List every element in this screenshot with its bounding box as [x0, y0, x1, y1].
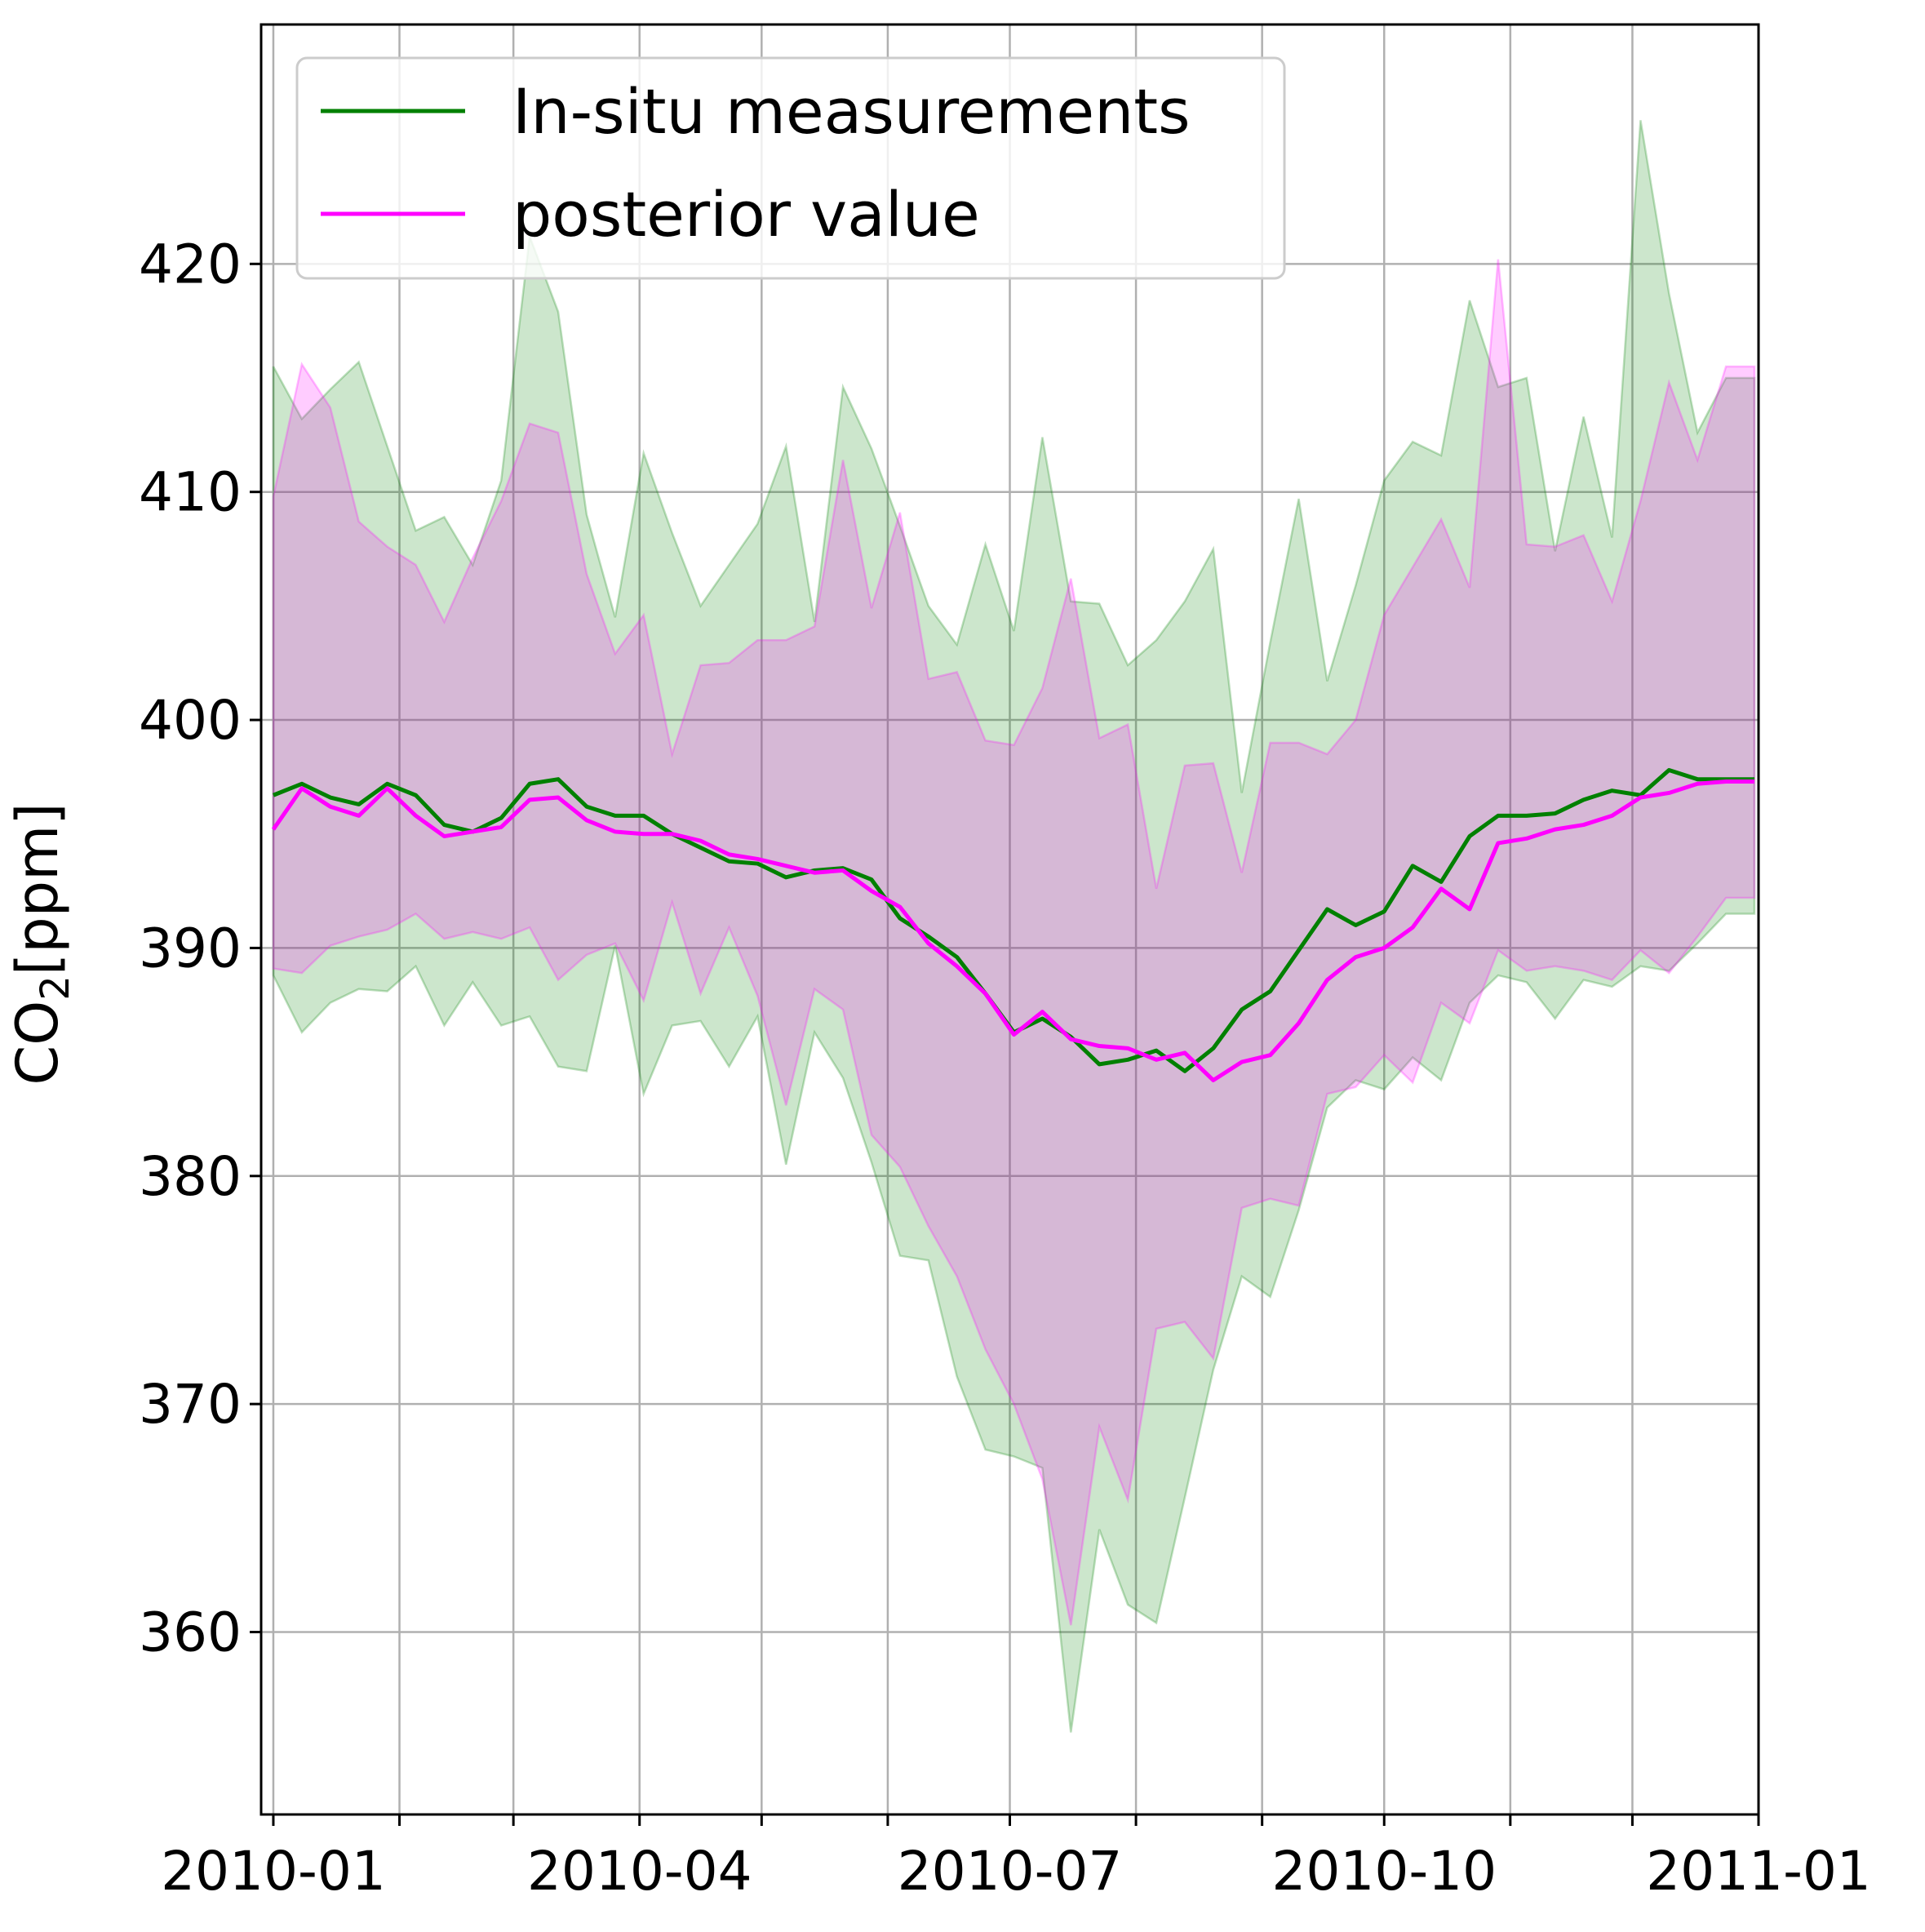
x-tick-label: 2010-01 [161, 1840, 386, 1903]
grid [261, 24, 1760, 1814]
x-tick-label: 2011-01 [1646, 1840, 1871, 1903]
y-tick-label: 410 [139, 461, 242, 524]
uncertainty-bands [272, 120, 1756, 1733]
axis-ticks: 360 370 380 390 400 410 420 2010-01 2010-04 2010-… [139, 233, 1871, 1903]
x-tick-label: 2010-07 [898, 1840, 1123, 1903]
legend: In-situ measurements posterior value [295, 56, 1286, 280]
y-axis-label-unit: [ppm] [4, 802, 71, 975]
x-tick-label: 2010-10 [1271, 1840, 1497, 1903]
series-lines [271, 768, 1755, 1082]
posterior-line [271, 779, 1755, 1082]
y-tick-label: 360 [139, 1601, 242, 1664]
legend-label-posterior: posterior value [512, 178, 980, 251]
in-situ-uncertainty-band [272, 120, 1756, 1733]
y-axis-label: CO2[ppm] [4, 802, 78, 1085]
legend-label-in-situ: In-situ measurements [512, 75, 1191, 148]
posterior-uncertainty-band [272, 259, 1756, 1626]
y-axis-label-subscript: 2 [33, 975, 78, 1001]
x-tick-label: 2010-04 [527, 1840, 752, 1903]
y-tick-label: 380 [139, 1145, 242, 1208]
y-axis-label-main: CO [4, 1001, 71, 1086]
y-tick-label: 370 [139, 1373, 242, 1436]
y-tick-label: 420 [139, 233, 242, 295]
legend-box [295, 56, 1286, 280]
y-tick-label: 400 [139, 689, 242, 752]
y-tick-label: 390 [139, 917, 242, 979]
